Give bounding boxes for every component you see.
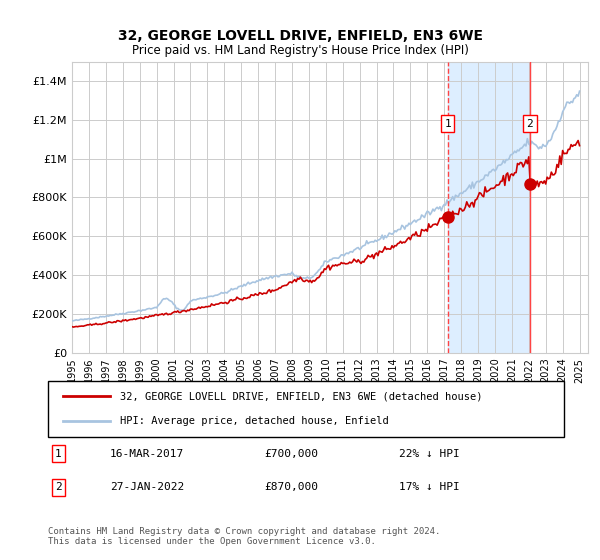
Text: 32, GEORGE LOVELL DRIVE, ENFIELD, EN3 6WE: 32, GEORGE LOVELL DRIVE, ENFIELD, EN3 6W… [118,29,482,44]
Text: 27-JAN-2022: 27-JAN-2022 [110,482,184,492]
Text: 32, GEORGE LOVELL DRIVE, ENFIELD, EN3 6WE (detached house): 32, GEORGE LOVELL DRIVE, ENFIELD, EN3 6W… [120,391,483,402]
Text: 1: 1 [55,449,62,459]
Text: £870,000: £870,000 [265,482,319,492]
Text: 16-MAR-2017: 16-MAR-2017 [110,449,184,459]
Text: 17% ↓ HPI: 17% ↓ HPI [399,482,460,492]
Text: HPI: Average price, detached house, Enfield: HPI: Average price, detached house, Enfi… [120,416,389,426]
Text: Price paid vs. HM Land Registry's House Price Index (HPI): Price paid vs. HM Land Registry's House … [131,44,469,57]
Text: 2: 2 [55,482,62,492]
FancyBboxPatch shape [48,381,564,437]
Bar [448,62,530,353]
Text: 22% ↓ HPI: 22% ↓ HPI [399,449,460,459]
Text: Contains HM Land Registry data © Crown copyright and database right 2024.
This d: Contains HM Land Registry data © Crown c… [48,526,440,546]
Text: 1: 1 [445,119,451,129]
Text: £700,000: £700,000 [265,449,319,459]
Text: 2: 2 [527,119,533,129]
